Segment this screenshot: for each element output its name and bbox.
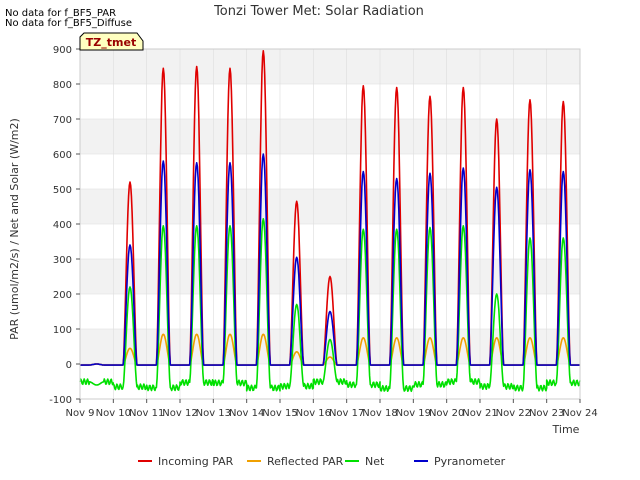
x-tick-label: Nov 11 bbox=[129, 408, 164, 419]
x-tick-label: Nov 9 bbox=[65, 408, 94, 419]
y-axis-label: PAR (umol/m2/s) / Net and Solar (W/m2) bbox=[8, 118, 21, 340]
y-tick-label: 700 bbox=[53, 115, 72, 126]
y-tick-label: 600 bbox=[53, 150, 72, 161]
grid-bands bbox=[80, 49, 580, 364]
y-tick-label: 300 bbox=[53, 255, 72, 266]
series-line bbox=[79, 218, 581, 393]
x-tick-label: Nov 16 bbox=[296, 408, 331, 419]
x-tick-label: Nov 23 bbox=[529, 408, 564, 419]
y-axis: -100 0 100 200 300 400 500 600 700 800 900 bbox=[49, 45, 80, 406]
x-tick-label: Nov 21 bbox=[462, 408, 497, 419]
y-tick-label: -100 bbox=[49, 395, 72, 406]
x-tick-label: Nov 17 bbox=[329, 408, 364, 419]
no-data-note-par: No data for f_BF5_PAR bbox=[5, 8, 117, 19]
y-tick-label: 800 bbox=[53, 80, 72, 91]
grid-band bbox=[80, 329, 580, 364]
grid-band bbox=[80, 49, 580, 84]
x-tick-label: Nov 15 bbox=[262, 408, 297, 419]
x-tick-label: Nov 20 bbox=[429, 408, 464, 419]
badge: TZ_tmet bbox=[79, 32, 144, 51]
y-tick-label: 200 bbox=[53, 290, 72, 301]
badge-label: TZ_tmet bbox=[86, 36, 136, 49]
legend-label: Reflected PAR bbox=[267, 455, 344, 468]
grid-band bbox=[80, 189, 580, 224]
legend-label: Incoming PAR bbox=[158, 455, 234, 468]
legend-label: Net bbox=[365, 455, 385, 468]
x-tick-label: Nov 12 bbox=[162, 408, 197, 419]
x-tick-label: Nov 19 bbox=[396, 408, 431, 419]
grid-band bbox=[80, 119, 580, 154]
series-line bbox=[79, 153, 581, 366]
y-tick-label: 0 bbox=[66, 360, 72, 371]
x-tick-label: Nov 22 bbox=[496, 408, 531, 419]
x-axis-label: Time bbox=[552, 423, 580, 436]
legend-label: Pyranometer bbox=[434, 455, 506, 468]
y-tick-label: 500 bbox=[53, 185, 72, 196]
series-line bbox=[79, 333, 581, 366]
series-lines bbox=[79, 50, 581, 393]
x-tick-label: Nov 13 bbox=[196, 408, 231, 419]
y-tick-label: 900 bbox=[53, 45, 72, 56]
legend: Incoming PAR Reflected PAR Net Pyranometer bbox=[138, 455, 506, 468]
x-tick-label: Nov 14 bbox=[229, 408, 264, 419]
series-line bbox=[79, 50, 581, 366]
y-tick-label: 400 bbox=[53, 220, 72, 231]
x-tick-label: Nov 10 bbox=[96, 408, 131, 419]
no-data-note-diffuse: No data for f_BF5_Diffuse bbox=[5, 18, 132, 29]
badge-box bbox=[79, 32, 144, 51]
x-tick-label: Nov 18 bbox=[362, 408, 397, 419]
chart-title: Tonzi Tower Met: Solar Radiation bbox=[213, 4, 424, 19]
y-tick-label: 100 bbox=[53, 325, 72, 336]
x-tick-label: Nov 24 bbox=[562, 408, 597, 419]
